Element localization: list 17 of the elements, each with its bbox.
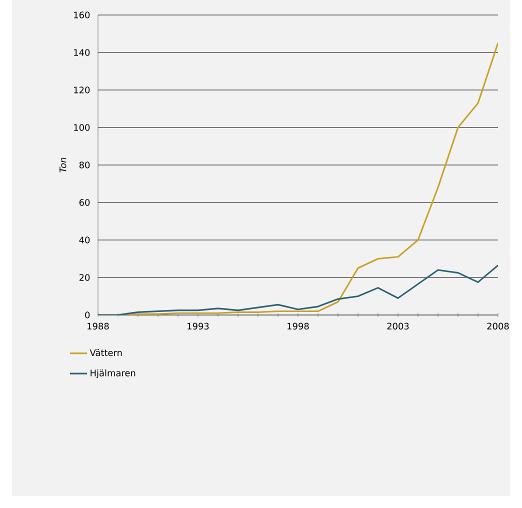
y-tick-label: 60 — [79, 199, 90, 206]
y-tick-label: 20 — [79, 274, 90, 281]
x-tick-label: 2003 — [387, 322, 409, 330]
y-tick-label: 120 — [74, 86, 90, 94]
legend-label: Hjälmaren — [90, 369, 136, 378]
x-tick-label: 2008 — [487, 322, 509, 330]
y-tick-label: 40 — [79, 236, 90, 244]
y-axis-title: Ton — [60, 158, 66, 172]
y-tick-label: 80 — [79, 162, 90, 168]
y-tick-label: 160 — [74, 12, 90, 18]
x-tick-label: 1988 — [88, 322, 109, 330]
x-tick-label: 1993 — [188, 322, 209, 330]
x-tick-label: 1998 — [288, 322, 309, 330]
y-tick-label: 0 — [85, 312, 90, 318]
legend-label: Vättern — [90, 349, 122, 356]
y-tick-label: 140 — [74, 49, 90, 56]
y-tick-label: 100 — [74, 124, 90, 131]
